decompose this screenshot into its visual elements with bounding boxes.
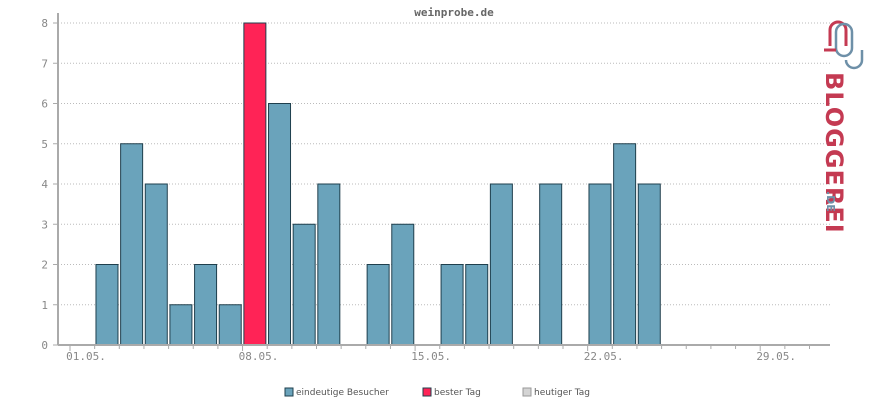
bars (95, 22, 661, 346)
legend-item-best-day: bester Tag (422, 387, 481, 398)
legend-label-today: heutiger Tag (534, 388, 590, 398)
bar (268, 103, 292, 346)
legend-item-today: heutiger Tag (522, 387, 590, 398)
logo-tld: .DE (824, 191, 837, 212)
x-tick-label: 01.05. (66, 350, 106, 363)
bar (317, 183, 341, 346)
y-tick-label: 6 (41, 98, 48, 111)
y-axis-ticks: 0 1 2 3 4 5 6 7 8 (41, 13, 59, 352)
x-axis: 01.05. 08.05. 15.05. 22.05. 29.05. (58, 344, 830, 363)
bar (539, 183, 563, 346)
x-tick-label: 15.05. (411, 350, 451, 363)
legend-label-visitors: eindeutige Besucher (296, 388, 389, 398)
bar (292, 223, 316, 346)
bar-best-day (243, 22, 267, 346)
y-tick-label: 3 (41, 218, 48, 231)
bar (366, 264, 390, 346)
bar (144, 183, 168, 346)
bar (120, 143, 144, 346)
legend: eindeutige Besucher bester Tag heutiger … (284, 387, 590, 398)
x-tick-label: 29.05. (756, 350, 796, 363)
bar (489, 183, 513, 346)
legend-swatch-today (522, 387, 532, 397)
y-tick-label: 7 (41, 57, 48, 70)
bar (218, 304, 242, 346)
x-tick-label: 08.05. (239, 350, 279, 363)
y-tick-label: 4 (41, 178, 48, 191)
legend-swatch-best-day (422, 387, 432, 397)
legend-swatch-visitors (284, 387, 294, 397)
y-tick-label: 0 (41, 339, 48, 352)
legend-item-visitors: eindeutige Besucher (284, 387, 389, 398)
bar (95, 264, 119, 346)
bar (169, 304, 193, 346)
y-tick-label: 5 (41, 138, 48, 151)
x-tick-label: 22.05. (584, 350, 624, 363)
y-tick-label: 1 (41, 299, 48, 312)
bar (391, 223, 415, 346)
legend-label-best-day: bester Tag (434, 388, 481, 398)
bar (613, 143, 637, 346)
logo-mark-icon (824, 20, 864, 70)
y-tick-label: 8 (41, 17, 48, 30)
bar (588, 183, 612, 346)
chart-title: weinprobe.de (414, 6, 494, 19)
bar (440, 264, 464, 346)
bar (194, 264, 218, 346)
logo-wordmark: BLOGGEREI (820, 72, 848, 234)
y-tick-label: 2 (41, 259, 48, 272)
bloggerei-logo: BLOGGEREI .DE (820, 20, 864, 234)
bar (637, 183, 661, 346)
grid-lines (58, 22, 830, 306)
bar (465, 264, 489, 346)
